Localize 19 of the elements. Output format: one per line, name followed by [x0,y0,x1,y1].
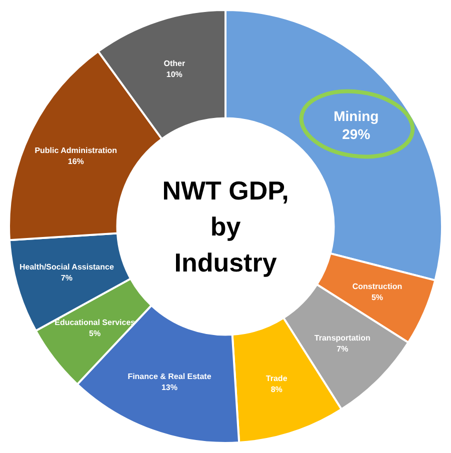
text: NWT GDP, by Industry [162,176,289,278]
data-label: 8% [270,384,282,394]
slice-label: Transportation [314,333,371,342]
data-label: 7% [60,274,72,283]
data-label: 5% [89,328,101,338]
slice-label: Health/Social Assistance [19,262,114,272]
slice-label: Educational Services [54,318,136,327]
data-label: 16% [68,157,84,166]
data-label: 5% [371,293,384,302]
slice-label: Public Administration [34,146,118,156]
slice-label: Trade [266,374,288,383]
data-label: 10% [166,70,182,80]
data-label: 29% [342,126,371,142]
data-label: 13% [161,383,178,392]
data-label: 7% [336,344,348,354]
slice-label: Other [164,59,186,68]
slice-label: Mining [334,108,379,124]
slice-label: Construction [352,282,402,292]
slice-label: Finance & Real Estate [128,372,212,382]
